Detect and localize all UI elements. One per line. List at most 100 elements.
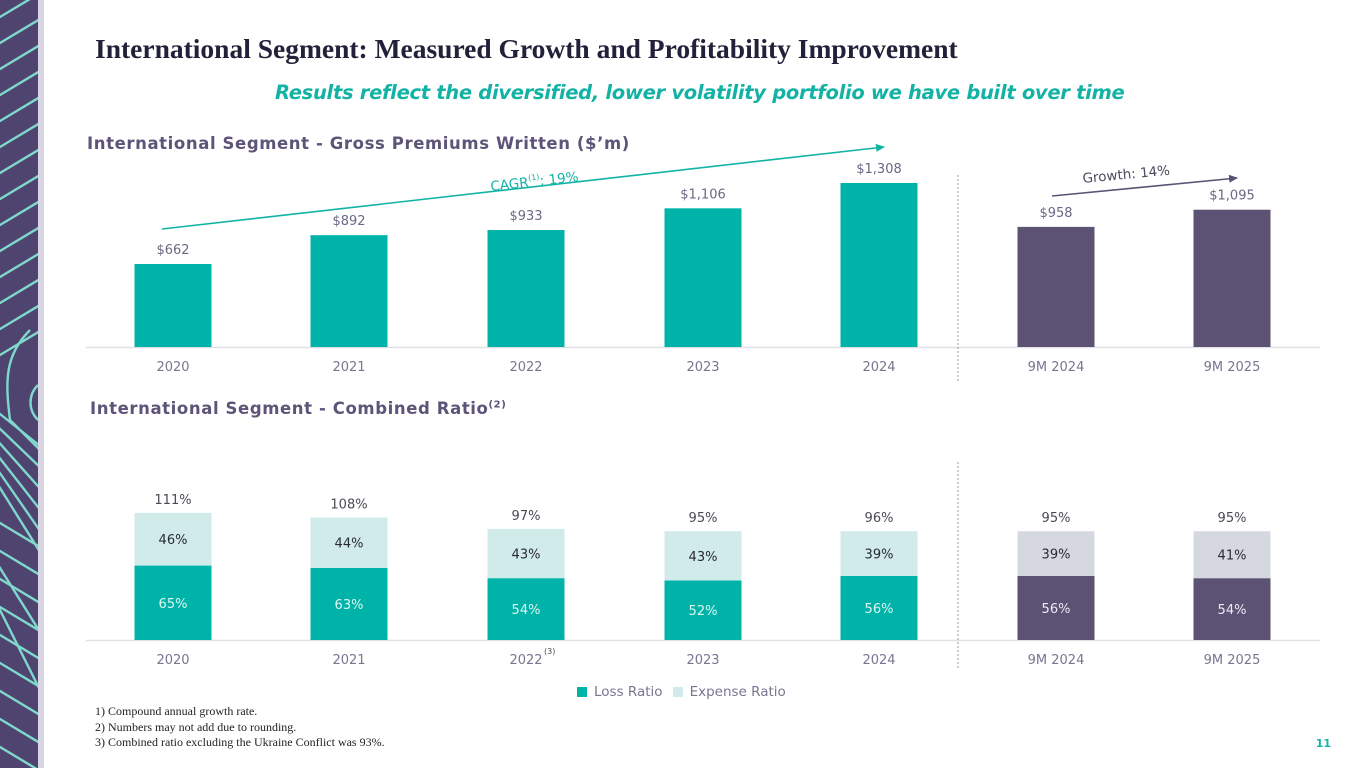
combined-ratio-total-label: 111% (154, 493, 191, 508)
expense-ratio-label: 43% (512, 548, 541, 563)
strip-line (0, 304, 38, 331)
growth-annotation: Growth: 14% (1082, 163, 1171, 187)
loss-ratio-label: 52% (689, 604, 718, 619)
combined-ratio-total-label: 95% (689, 511, 718, 526)
legend-label-expense-ratio: Expense Ratio (689, 684, 786, 700)
footnotes: 1) Compound annual growth rate. 2) Numbe… (95, 704, 385, 751)
slide-title: International Segment: Measured Growth a… (95, 33, 958, 64)
strip-line (0, 565, 38, 632)
slide-subtitle: Results reflect the diversified, lower v… (275, 81, 1125, 104)
loss-ratio-label: 63% (335, 598, 364, 613)
cr-category-label: 9M 2025 (1204, 653, 1261, 668)
strip-line (0, 549, 38, 576)
combined-ratio-total-label: 108% (330, 497, 367, 512)
strip-line (0, 200, 38, 227)
gpw-value-label: $933 (509, 209, 542, 224)
expense-ratio-label: 41% (1218, 549, 1247, 564)
gpw-category-label: 9M 2024 (1028, 360, 1085, 375)
gpw-category-label: 9M 2025 (1204, 360, 1261, 375)
strip-line (0, 441, 38, 488)
gpw-value-label: $958 (1039, 206, 1072, 221)
strip-line (0, 174, 38, 201)
strip-line (0, 122, 38, 149)
strip-line (6, 329, 38, 450)
gpw-value-label: $1,095 (1209, 189, 1255, 204)
footnote-2: 2) Numbers may not add due to rounding. (95, 719, 297, 734)
gpw-value-label: $1,308 (856, 162, 902, 177)
strip-line (0, 485, 38, 552)
loss-ratio-bar-2023 (664, 580, 742, 640)
gpw-category-label: 2021 (332, 360, 365, 375)
loss-ratio-bar-2024 (840, 575, 918, 640)
gpw-bar-2022 (487, 230, 565, 347)
loss-ratio-bar-2021 (310, 567, 388, 640)
strip-line (0, 745, 38, 768)
loss-ratio-bar-2020 (134, 565, 212, 640)
loss-ratio-label: 65% (159, 597, 188, 612)
combined-ratio-total-label: 95% (1042, 511, 1071, 526)
expense-ratio-bar-9m-2025 (1193, 531, 1271, 579)
strip-line (0, 0, 31, 19)
strip-line (0, 577, 38, 604)
gpw-category-label: 2020 (156, 360, 189, 375)
expense-ratio-label: 39% (865, 548, 894, 563)
cr-category-label: 9M 2024 (1028, 653, 1085, 668)
cr-category-label: 2022 (509, 653, 542, 668)
wave-pattern-icon (0, 0, 38, 768)
growth-arrow (1051, 174, 1238, 197)
strip-line (0, 633, 38, 660)
cagr-arrow (161, 143, 885, 230)
strip-line (0, 689, 38, 716)
cr-category-label: 2024 (862, 653, 895, 668)
expense-ratio-bar-9m-2024 (1017, 531, 1095, 576)
gpw-bar-2021 (310, 235, 388, 347)
legend-swatch-loss-ratio (577, 687, 587, 697)
strip-line (0, 521, 38, 548)
strip-line (0, 605, 38, 632)
strip-line (0, 96, 38, 123)
strip-line (0, 278, 38, 305)
expense-ratio-label: 46% (159, 533, 188, 548)
cr-category-label: 2020 (156, 653, 189, 668)
strip-line (0, 252, 38, 279)
gpw-value-label: $892 (332, 214, 365, 229)
loss-ratio-label: 54% (512, 603, 541, 618)
expense-ratio-label: 44% (335, 537, 364, 552)
loss-ratio-bar-9m-2024 (1017, 575, 1095, 640)
combined-ratio-title-text: International Segment - Combined Ratio (90, 399, 489, 418)
expense-ratio-label: 43% (689, 550, 718, 565)
combined-ratio-legend: Loss Ratio Expense Ratio (577, 684, 796, 700)
strip-line (0, 148, 38, 175)
cagr-annotation: CAGR(1): 19% (490, 168, 580, 195)
expense-ratio-bar-2023 (664, 531, 742, 581)
strip-line (29, 384, 38, 421)
gpw-category-label: 2024 (862, 360, 895, 375)
side-strip-edge (38, 0, 44, 768)
expense-ratio-label: 39% (1042, 548, 1071, 563)
legend-swatch-expense-ratio (672, 687, 683, 697)
cr-category-label: 2021 (332, 653, 365, 668)
loss-ratio-label: 54% (1218, 603, 1247, 618)
gpw-bar-9m-2025 (1193, 209, 1271, 347)
gpw-bar-2020 (134, 263, 212, 347)
strip-line (0, 427, 38, 467)
strip-line (0, 18, 38, 45)
legend-label-loss-ratio: Loss Ratio (594, 684, 663, 700)
expense-ratio-bar-2021 (310, 517, 388, 568)
combined-ratio-total-label: 96% (865, 511, 894, 526)
cr-category-label: 2023 (686, 653, 719, 668)
gpw-bar-2024 (840, 183, 918, 347)
legend-item-loss-ratio: Loss Ratio (577, 684, 663, 700)
page-number: 11 (1315, 737, 1331, 750)
strip-line (0, 471, 38, 531)
loss-ratio-label: 56% (1042, 602, 1071, 617)
loss-ratio-bar-2022 (487, 578, 565, 640)
legend-item-expense-ratio: Expense Ratio (672, 684, 786, 700)
strip-line (0, 70, 38, 97)
loss-ratio-bar-9m-2025 (1193, 578, 1271, 640)
gpw-category-label: 2023 (686, 360, 719, 375)
decorative-side-strip (0, 0, 38, 768)
strip-line (0, 44, 38, 71)
footnote-3: 3) Combined ratio excluding the Ukraine … (95, 735, 385, 749)
expense-ratio-bar-2020 (134, 512, 212, 566)
